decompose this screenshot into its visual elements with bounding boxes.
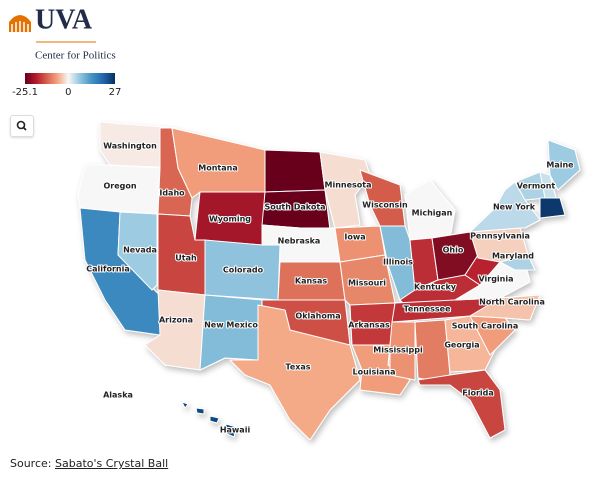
legend-bar	[25, 73, 115, 84]
state-label: Nevada	[123, 246, 157, 255]
state-label: Tennessee	[403, 305, 451, 314]
state-label: Montana	[198, 164, 237, 173]
state-label: Kentucky	[414, 283, 457, 292]
legend-tick-label: -25.1	[12, 87, 38, 98]
state	[264, 149, 326, 193]
state-label: Utah	[175, 254, 197, 263]
state	[539, 197, 566, 219]
state-label: Iowa	[344, 233, 365, 242]
state-labels: Washington Oregon California Nevada Idaho Mon…	[85, 141, 575, 436]
state	[199, 294, 263, 371]
state-label: Wyoming	[209, 215, 251, 224]
state-label: Alaska	[103, 391, 133, 400]
state	[499, 254, 536, 271]
logo-subtitle: Center for Politics	[35, 50, 116, 62]
source-label: Source:	[10, 457, 52, 470]
search-icon	[16, 120, 27, 131]
state-label: Oklahoma	[295, 312, 340, 321]
state-label: California	[86, 265, 130, 274]
state-label: Ohio	[443, 246, 464, 255]
legend-tick-label: 0	[65, 87, 71, 98]
state-label: South Carolina	[452, 322, 519, 331]
logo-icon	[9, 15, 31, 32]
state	[389, 321, 416, 381]
state-label: Washington	[103, 142, 157, 151]
state-label: New York	[493, 203, 536, 212]
state-label: Illinois	[383, 258, 413, 267]
state	[444, 315, 496, 373]
state-label: Michigan	[412, 209, 453, 218]
state-label: Colorado	[223, 266, 264, 275]
state	[181, 401, 237, 438]
state-label: Vermont	[517, 182, 556, 191]
state-label: Wisconsin	[362, 201, 408, 210]
state-label: South Dakota	[264, 203, 325, 212]
state-label: Minnesota	[325, 181, 372, 190]
state-label: Georgia	[444, 341, 479, 350]
state	[417, 369, 506, 439]
state-label: Nebraska	[278, 237, 321, 246]
state	[319, 151, 371, 229]
search-button[interactable]	[10, 115, 34, 137]
state-label: Mississippi	[373, 346, 423, 355]
state-label: Louisiana	[352, 368, 395, 377]
state	[469, 294, 541, 321]
state-label: North Carolina	[479, 298, 545, 307]
state-label: Idaho	[159, 189, 185, 198]
state-label: Pennsylvania	[470, 232, 530, 241]
source-link[interactable]: Sabato's Crystal Ball	[55, 457, 169, 470]
state-label: New Mexico	[204, 321, 258, 330]
logo-text: UVA	[35, 4, 93, 35]
state-label: Oregon	[103, 182, 136, 191]
legend-tick-label: 27	[109, 87, 122, 98]
state	[117, 211, 158, 291]
states	[77, 121, 581, 441]
state-label: Missouri	[348, 279, 386, 288]
state-label: Arizona	[159, 316, 193, 325]
state	[547, 139, 581, 191]
state-label: Florida	[462, 389, 494, 398]
state-label: Kansas	[295, 277, 327, 286]
source: Source: Sabato's Crystal Ball	[10, 457, 168, 470]
state-label: Maine	[546, 161, 574, 170]
state-label: Maryland	[492, 252, 534, 261]
state-label: Hawaii	[220, 426, 251, 435]
state	[359, 169, 406, 227]
state-label: Arkansas	[348, 321, 390, 330]
state	[99, 121, 179, 169]
state-label: Texas	[285, 363, 310, 372]
state	[229, 304, 361, 441]
state-label: Virginia	[478, 275, 513, 284]
